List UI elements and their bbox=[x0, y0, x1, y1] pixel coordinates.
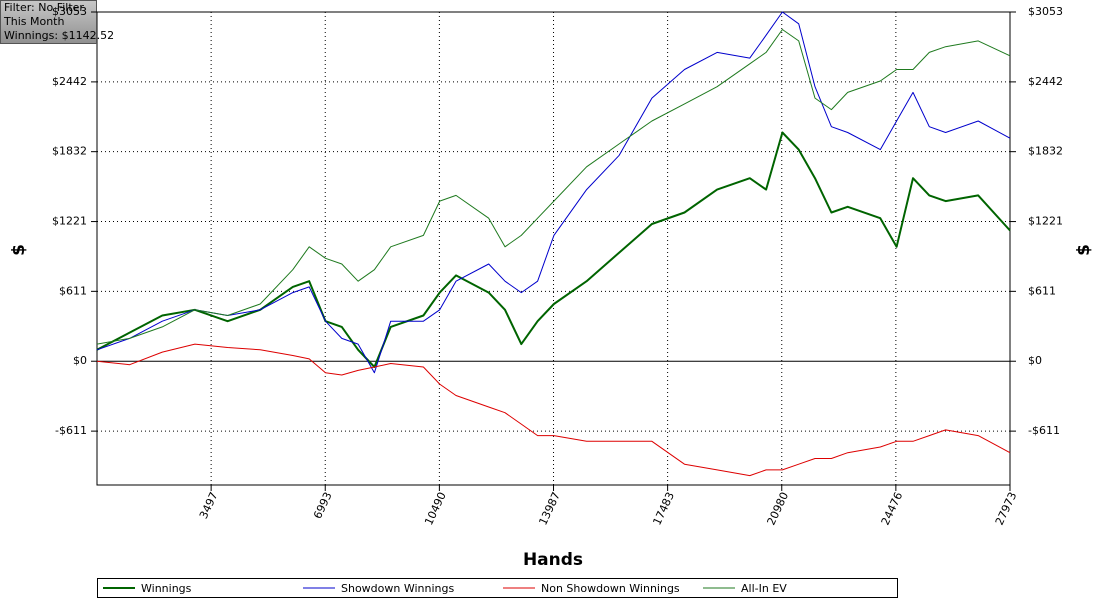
y-tick-label: $1832 bbox=[52, 145, 87, 158]
info-box bbox=[0, 0, 97, 44]
y2-tick-label: $2442 bbox=[1028, 75, 1063, 88]
legend bbox=[97, 578, 898, 598]
y-tick-label: $2442 bbox=[52, 75, 87, 88]
x-tick-label: 13987 bbox=[536, 490, 563, 527]
y-tick-label: $1221 bbox=[52, 215, 87, 228]
y2-tick-label: $611 bbox=[1028, 284, 1056, 297]
y2-tick-label: $1221 bbox=[1028, 215, 1063, 228]
y2-tick-label: $1832 bbox=[1028, 145, 1063, 158]
y-tick-label: $3053 bbox=[52, 5, 87, 18]
legend-label: All-In EV bbox=[741, 582, 787, 595]
series-line bbox=[96, 131, 1011, 368]
x-axis-label: Hands bbox=[523, 550, 583, 570]
y-axis-label: $ bbox=[9, 244, 29, 256]
y-tick-label: $611 bbox=[59, 284, 87, 297]
x-tick-label: 27973 bbox=[993, 490, 1020, 527]
series-line bbox=[96, 11, 1011, 374]
info-line: Winnings: $1142.52 bbox=[4, 29, 114, 42]
legend-label: Winnings bbox=[141, 582, 192, 595]
y2-tick-label: $0 bbox=[1028, 354, 1042, 367]
x-tick-label: 17483 bbox=[650, 490, 677, 527]
y-tick-label: $0 bbox=[73, 354, 87, 367]
y2-tick-label: -$611 bbox=[1028, 424, 1060, 437]
info-line: Filter: No Filter bbox=[4, 1, 84, 14]
x-tick-label: 24476 bbox=[879, 490, 906, 527]
y2-axis-label: $ bbox=[1074, 244, 1094, 256]
y2-tick-label: $3053 bbox=[1028, 5, 1063, 18]
series-line bbox=[96, 29, 1011, 345]
info-line: This Month bbox=[3, 15, 64, 28]
x-tick-label: 6993 bbox=[311, 490, 335, 521]
legend-label: Showdown Winnings bbox=[341, 582, 455, 595]
x-tick-label: 10490 bbox=[422, 490, 449, 527]
x-tick-label: 20980 bbox=[765, 490, 792, 527]
y-tick-label: -$611 bbox=[55, 424, 87, 437]
x-tick-label: 3497 bbox=[197, 490, 221, 521]
legend-label: Non Showdown Winnings bbox=[541, 582, 680, 595]
series-line bbox=[96, 343, 1011, 477]
